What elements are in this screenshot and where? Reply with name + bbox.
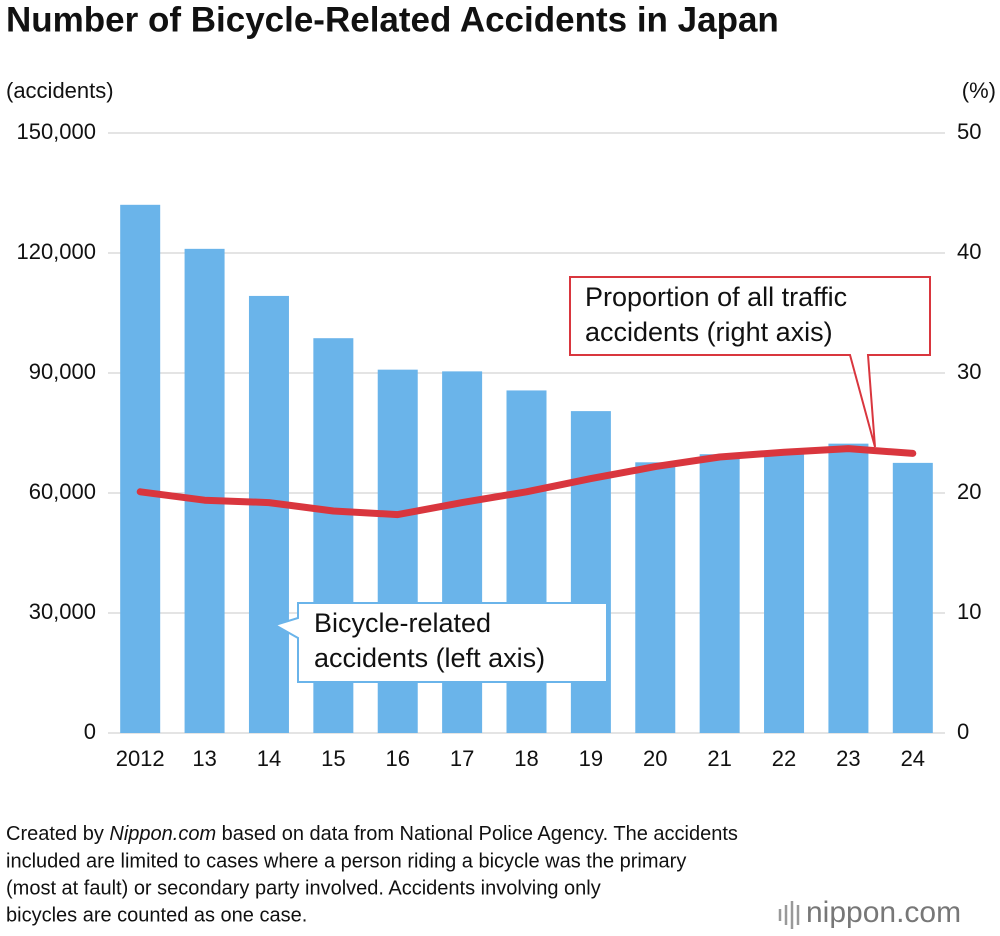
note: Created by Nippon.com based on data from… (6, 823, 738, 845)
x-tick-label: 17 (450, 746, 474, 771)
x-tick-label: 20 (643, 746, 667, 771)
y-tick-label: 0 (84, 719, 96, 744)
plot: 0 30,000 60,000 90,000 120,000 150,000 0 10 20 30… (16, 119, 981, 771)
bar (635, 462, 676, 733)
annotation: accidents (right axis) (585, 317, 833, 347)
x-tick-label: 18 (514, 746, 538, 771)
y2-unit: (%) (962, 78, 996, 103)
callout-box (272, 602, 608, 683)
x-tick-label: 23 (836, 746, 860, 771)
note: included are limited to cases where a pe… (6, 850, 686, 872)
y-tick-label: 60,000 (29, 479, 96, 504)
logo-mark (778, 901, 800, 929)
x-tick-label: 15 (321, 746, 345, 771)
bar (184, 248, 225, 733)
y-tick-label: 30,000 (29, 599, 96, 624)
y2-tick-label: 10 (957, 599, 981, 624)
bar (828, 443, 869, 733)
y2-tick-label: 20 (957, 479, 981, 504)
bar (892, 462, 933, 733)
bar (570, 411, 611, 733)
note-text: Nippon.com (109, 823, 216, 845)
source-logo: nippon.com (806, 896, 961, 929)
x-tick-label: 13 (192, 746, 216, 771)
y2-tick-label: 30 (957, 359, 981, 384)
x-tick-label: 21 (707, 746, 731, 771)
y2-tick-label: 0 (957, 719, 969, 744)
x-tick-label: 16 (385, 746, 409, 771)
callout-left: Bicycle-related accidents (left axis) (272, 602, 608, 683)
y2-tick-label: 40 (957, 239, 981, 264)
annotation: Proportion of all traffic (585, 282, 847, 312)
bar (764, 453, 805, 733)
bar (248, 295, 289, 733)
y-tick-label: 150,000 (16, 119, 96, 144)
annotation: accidents (left axis) (314, 643, 545, 673)
x-tick-label: 22 (772, 746, 796, 771)
bar (699, 454, 740, 733)
x-tick-label: 24 (901, 746, 925, 771)
note: bicycles are counted as one case. (6, 904, 307, 926)
x-tick-label: 14 (257, 746, 281, 771)
x-tick-label: 2012 (116, 746, 165, 771)
callout-right: Proportion of all traffic accidents (rig… (569, 276, 931, 448)
bar (120, 204, 161, 734)
note-text: based on data from National Police Agenc… (216, 823, 738, 845)
y-unit: (accidents) (6, 78, 114, 103)
chart-title: Number of Bicycle-Related Accidents in J… (6, 0, 779, 39)
note: (most at fault) or secondary party invol… (6, 877, 601, 899)
y-tick-label: 90,000 (29, 359, 96, 384)
y-tick-label: 120,000 (16, 239, 96, 264)
note-text: Created by (6, 823, 109, 845)
y2-tick-label: 50 (957, 119, 981, 144)
line (136, 445, 917, 519)
x-tick-label: 19 (579, 746, 603, 771)
callout-box (569, 276, 931, 448)
annotation: Bicycle-related (314, 608, 491, 638)
